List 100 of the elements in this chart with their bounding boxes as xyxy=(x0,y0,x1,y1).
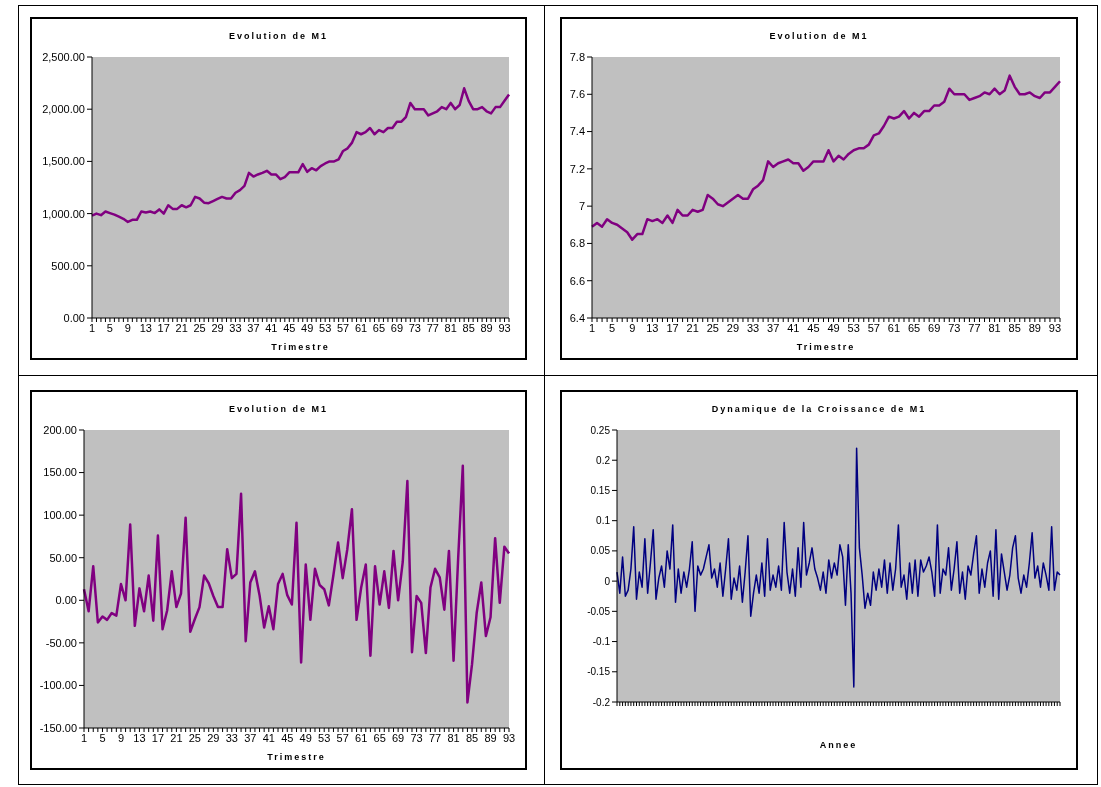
x-tick-label: 53 xyxy=(847,321,860,334)
x-tick-label: 65 xyxy=(372,321,386,334)
x-tick-label: 33 xyxy=(225,731,238,744)
x-tick-label: 21 xyxy=(686,321,699,334)
x-tick-label: 57 xyxy=(867,321,880,334)
x-tick-label: 77 xyxy=(428,731,442,744)
x-tick-label: 5 xyxy=(106,321,113,334)
x-tick-label: 29 xyxy=(207,731,220,744)
x-tick-label: 21 xyxy=(170,731,183,744)
x-tick-label: 37 xyxy=(247,321,260,334)
y-tick-label: 100.00 xyxy=(43,509,77,522)
y-tick-label: 0.1 xyxy=(596,515,611,527)
y-tick-label: 7.2 xyxy=(569,162,585,175)
y-tick-label: -0.2 xyxy=(592,696,611,708)
y-tick-label: 7.4 xyxy=(569,125,585,138)
x-tick-label: 1 xyxy=(80,731,88,744)
x-tick-label: 77 xyxy=(426,321,439,334)
x-tick-label: 49 xyxy=(299,731,312,744)
y-tick-label: -0.15 xyxy=(587,666,611,678)
y-tick-label: 1,000.00 xyxy=(42,207,85,220)
x-tick-label: 45 xyxy=(281,731,294,744)
x-tick-label: 1 xyxy=(588,321,596,334)
y-tick-label: -50.00 xyxy=(45,636,77,649)
y-tick-label: -150.00 xyxy=(39,721,77,734)
x-tick-label: 53 xyxy=(318,731,331,744)
y-tick-label: 150.00 xyxy=(43,466,77,479)
x-tick-label: 25 xyxy=(706,321,719,334)
x-tick-label: 41 xyxy=(787,321,800,334)
chart-title: Evolution de M1 xyxy=(228,404,328,414)
line-series xyxy=(616,447,1061,688)
x-axis-title: Trimestre xyxy=(267,752,326,762)
y-tick-label: 2,500.00 xyxy=(42,50,85,63)
y-tick-label: 0.00 xyxy=(63,311,85,324)
x-tick-label: 61 xyxy=(355,731,368,744)
chart-title: Evolution de M1 xyxy=(228,31,328,41)
x-tick-label: 93 xyxy=(498,321,511,334)
x-tick-label: 29 xyxy=(211,321,224,334)
x-tick-label: 49 xyxy=(301,321,314,334)
x-tick-label: 25 xyxy=(193,321,206,334)
x-tick-label: 41 xyxy=(265,321,278,334)
x-tick-label: 13 xyxy=(646,321,659,334)
x-tick-label: 17 xyxy=(157,321,170,334)
x-tick-label: 89 xyxy=(484,731,497,744)
y-tick-label: -0.1 xyxy=(592,636,611,648)
x-tick-label: 81 xyxy=(447,731,460,744)
chart-title: Evolution de M1 xyxy=(769,31,869,41)
x-tick-label: 29 xyxy=(726,321,740,334)
x-tick-label: 41 xyxy=(262,731,275,744)
chart-title: Dynamique de la Croissance de M1 xyxy=(710,403,928,416)
x-tick-label: 89 xyxy=(480,321,493,334)
x-tick-label: 33 xyxy=(746,321,760,334)
x-tick-label: 37 xyxy=(244,731,257,744)
y-tick-label: 0.05 xyxy=(590,545,611,557)
x-tick-label: 81 xyxy=(444,321,457,334)
y-tick-label: -0.05 xyxy=(587,605,611,617)
x-tick-label: 81 xyxy=(988,321,1001,334)
y-tick-label: 500.00 xyxy=(51,259,85,272)
y-tick-label: 0.2 xyxy=(596,454,611,466)
x-tick-label: 25 xyxy=(188,731,201,744)
x-tick-label: 57 xyxy=(336,731,349,744)
x-tick-label: 61 xyxy=(887,321,901,334)
x-tick-label: 45 xyxy=(807,321,820,334)
x-tick-label: 17 xyxy=(151,731,165,744)
y-tick-label: 0.00 xyxy=(55,594,77,607)
y-tick-label: 50.00 xyxy=(49,551,77,564)
line-series xyxy=(90,87,511,224)
x-tick-label: 53 xyxy=(319,321,332,334)
y-tick-label: 200.00 xyxy=(43,423,77,436)
y-tick-label: 7.6 xyxy=(569,88,585,101)
line-series xyxy=(590,74,1062,241)
x-tick-label: 9 xyxy=(124,321,131,334)
x-tick-label: 85 xyxy=(1008,321,1021,334)
line-series xyxy=(82,464,511,704)
x-tick-label: 69 xyxy=(392,731,405,744)
x-tick-label: 69 xyxy=(928,321,941,334)
x-tick-label: 5 xyxy=(99,731,106,744)
y-tick-label: -100.00 xyxy=(39,679,77,692)
x-tick-label: 93 xyxy=(1048,321,1062,334)
x-tick-label: 17 xyxy=(666,321,679,334)
x-tick-label: 13 xyxy=(133,731,146,744)
x-tick-label: 65 xyxy=(373,731,386,744)
y-tick-label: 7.8 xyxy=(569,50,585,63)
x-tick-label: 65 xyxy=(907,321,921,334)
y-tick-label: 6.4 xyxy=(569,311,585,324)
x-tick-label: 89 xyxy=(1028,321,1041,334)
x-tick-label: 45 xyxy=(283,321,296,334)
x-tick-label: 5 xyxy=(609,321,616,334)
y-tick-label: 0.15 xyxy=(590,484,611,496)
x-tick-label: 21 xyxy=(175,321,188,334)
x-tick-label: 37 xyxy=(767,321,780,334)
x-tick-label: 13 xyxy=(139,321,152,334)
y-tick-label: 0 xyxy=(604,575,611,587)
x-tick-label: 77 xyxy=(968,321,981,334)
x-tick-label: 33 xyxy=(229,321,242,334)
y-tick-label: 7 xyxy=(578,200,585,213)
x-tick-label: 69 xyxy=(390,321,404,334)
x-tick-label: 93 xyxy=(502,731,516,744)
x-tick-label: 49 xyxy=(827,321,840,334)
x-tick-label: 73 xyxy=(408,321,421,334)
x-tick-label: 61 xyxy=(354,321,368,334)
